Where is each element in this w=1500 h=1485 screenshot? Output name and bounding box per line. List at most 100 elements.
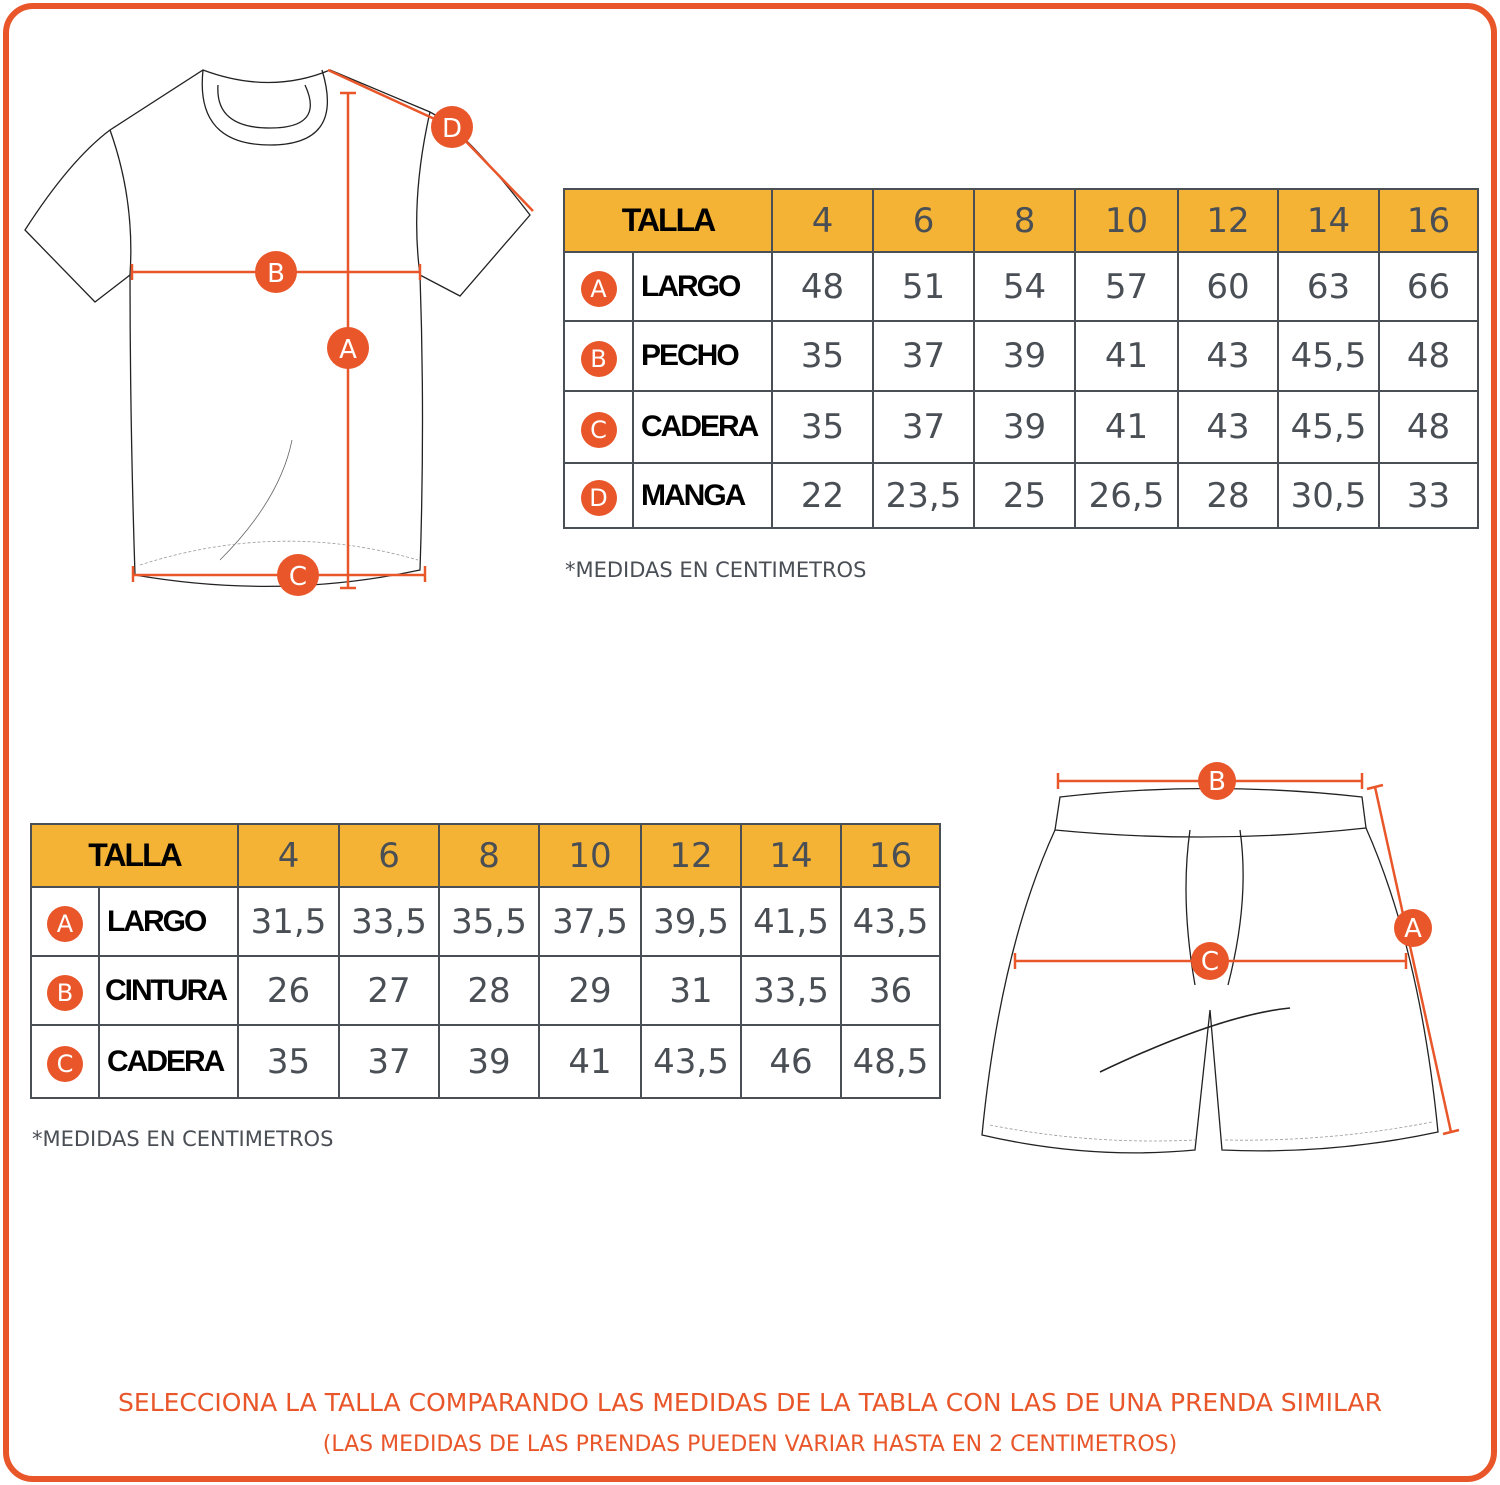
cell: 41	[1074, 390, 1180, 464]
cell: 66	[1378, 251, 1480, 322]
cell: 41	[1074, 320, 1180, 392]
talla-header: TALLA	[29, 823, 240, 888]
marker-badge: D	[580, 480, 617, 516]
cell: 45,5	[1277, 390, 1381, 464]
svg-text:B: B	[267, 259, 285, 289]
cell: 37	[338, 1024, 441, 1099]
row-label: CINTURA	[97, 955, 240, 1026]
size-header: 10	[1074, 188, 1180, 253]
cell: 23,5	[872, 462, 976, 529]
cell: 48	[771, 251, 875, 322]
size-header: 10	[538, 823, 643, 888]
cell: 39	[438, 1024, 541, 1099]
size-header: 6	[338, 823, 441, 888]
cell: 31	[640, 955, 743, 1026]
svg-text:D: D	[442, 114, 462, 144]
shirt-units-note: *MEDIDAS EN CENTIMETROS	[565, 558, 867, 582]
cell: 29	[538, 955, 643, 1026]
cell: 36	[840, 955, 942, 1026]
marker-badge: A	[47, 906, 83, 942]
header-row: TALLA 4 6 8 10 12 14 16	[562, 188, 1480, 253]
marker-b: B	[255, 251, 297, 293]
cell: 46	[740, 1024, 843, 1099]
size-header: 4	[771, 188, 875, 253]
marker-badge: B	[47, 975, 83, 1011]
table-row: C CADERA 35 37 39 41 43 45,5 48	[563, 390, 1480, 464]
row-label: LARGO	[631, 251, 774, 322]
cell: 39	[973, 320, 1077, 392]
svg-text:C: C	[289, 562, 307, 592]
size-header: 8	[438, 823, 541, 888]
cell: 39	[973, 390, 1077, 464]
row-label: CADERA	[631, 390, 774, 464]
cell: 57	[1074, 251, 1180, 322]
cell: 35	[771, 390, 875, 464]
talla-header: TALLA	[562, 188, 774, 253]
footer-instruction: SELECCIONA LA TALLA COMPARANDO LAS MEDID…	[118, 1388, 1382, 1417]
cell: 22	[771, 462, 875, 529]
header-row: TALLA 4 6 8 10 12 14 16	[29, 823, 942, 888]
table-row: B CINTURA 26 27 28 29 31 33,5 36	[30, 955, 942, 1026]
table-row: A LARGO 48 51 54 57 60 63 66	[563, 251, 1480, 322]
table-row: B PECHO 35 37 39 41 43 45,5 48	[563, 320, 1480, 392]
cell: 48	[1378, 390, 1480, 464]
shirt-size-table: TALLA 4 6 8 10 12 14 16 A LARGO 48 51 54…	[562, 188, 1480, 529]
marker-badge: C	[580, 411, 617, 448]
marker-d: D	[431, 106, 473, 148]
marker-badge: B	[580, 340, 617, 377]
cell: 26,5	[1074, 462, 1180, 529]
size-header: 16	[1378, 188, 1480, 253]
size-header: 6	[872, 188, 976, 253]
size-header: 14	[1277, 188, 1381, 253]
marker-c: C	[277, 554, 319, 596]
cell: 54	[973, 251, 1077, 322]
size-header: 12	[640, 823, 743, 888]
marker-badge: C	[47, 1046, 83, 1082]
shorts-units-note: *MEDIDAS EN CENTIMETROS	[32, 1127, 334, 1151]
cell: 43	[1177, 390, 1280, 464]
cell: 27	[338, 955, 441, 1026]
cell: 33,5	[338, 886, 441, 957]
cell: 63	[1277, 251, 1381, 322]
cell: 28	[438, 955, 541, 1026]
cell: 33	[1378, 462, 1480, 529]
cell: 41	[538, 1024, 643, 1099]
cell: 41,5	[740, 886, 843, 957]
size-header: 14	[740, 823, 843, 888]
table-row: A LARGO 31,5 33,5 35,5 37,5 39,5 41,5 43…	[30, 886, 942, 957]
page-frame	[3, 3, 1497, 1482]
cell: 43,5	[840, 886, 942, 957]
cell: 43,5	[640, 1024, 743, 1099]
cell: 35	[771, 320, 875, 392]
cell: 26	[237, 955, 341, 1026]
svg-text:A: A	[339, 335, 357, 365]
row-label: CADERA	[97, 1024, 240, 1099]
cell: 43	[1177, 320, 1280, 392]
cell: 30,5	[1277, 462, 1381, 529]
cell: 48	[1378, 320, 1480, 392]
size-header: 8	[973, 188, 1077, 253]
cell: 37	[872, 320, 976, 392]
cell: 25	[973, 462, 1077, 529]
shorts-size-table: TALLA 4 6 8 10 12 14 16 A LARGO 31,5 33,…	[29, 823, 942, 1099]
size-header: 4	[237, 823, 341, 888]
cell: 28	[1177, 462, 1280, 529]
table-row: C CADERA 35 37 39 41 43,5 46 48,5	[30, 1024, 942, 1099]
size-header: 16	[840, 823, 942, 888]
cell: 33,5	[740, 955, 843, 1026]
cell: 48,5	[840, 1024, 942, 1099]
row-label: MANGA	[631, 462, 774, 529]
cell: 31,5	[237, 886, 341, 957]
cell: 39,5	[640, 886, 743, 957]
cell: 60	[1177, 251, 1280, 322]
cell: 37	[872, 390, 976, 464]
cell: 37,5	[538, 886, 643, 957]
footer-disclaimer: (LAS MEDIDAS DE LAS PRENDAS PUEDEN VARIA…	[322, 1432, 1178, 1457]
tshirt-illustration: A B C D	[24, 68, 534, 596]
cell: 51	[872, 251, 976, 322]
cell: 35,5	[438, 886, 541, 957]
marker-badge: A	[580, 271, 617, 307]
row-label: LARGO	[97, 886, 240, 957]
cell: 45,5	[1277, 320, 1381, 392]
marker-a: A	[327, 327, 369, 369]
